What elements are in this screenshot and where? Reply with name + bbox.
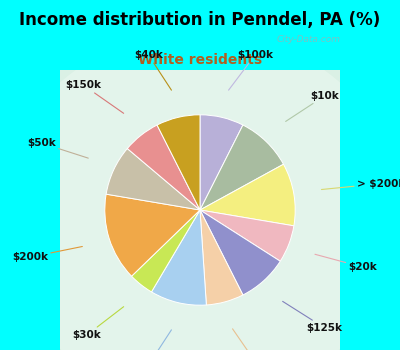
Wedge shape	[106, 148, 200, 210]
Wedge shape	[157, 115, 200, 210]
Text: City-Data.com: City-Data.com	[276, 35, 340, 44]
Wedge shape	[127, 125, 200, 210]
Text: > $200k: > $200k	[322, 178, 400, 189]
Wedge shape	[200, 164, 295, 226]
Text: $75k: $75k	[134, 330, 172, 350]
Text: $60k: $60k	[232, 329, 271, 350]
Wedge shape	[200, 115, 243, 210]
Text: $10k: $10k	[286, 91, 339, 121]
Text: $200k: $200k	[12, 246, 82, 262]
Text: $50k: $50k	[27, 138, 88, 158]
Wedge shape	[132, 210, 200, 292]
Text: White residents: White residents	[138, 52, 262, 66]
Wedge shape	[152, 210, 206, 305]
Text: $30k: $30k	[73, 307, 124, 340]
Wedge shape	[105, 194, 200, 276]
Text: Income distribution in Penndel, PA (%): Income distribution in Penndel, PA (%)	[19, 10, 381, 29]
Ellipse shape	[0, 31, 400, 350]
Text: $20k: $20k	[315, 254, 377, 272]
Wedge shape	[200, 210, 243, 305]
Wedge shape	[200, 210, 294, 261]
FancyBboxPatch shape	[0, 8, 400, 350]
Text: $150k: $150k	[66, 80, 124, 113]
Text: $100k: $100k	[228, 50, 273, 90]
Text: $40k: $40k	[134, 50, 172, 90]
Text: $125k: $125k	[283, 301, 343, 333]
Wedge shape	[200, 125, 284, 210]
Wedge shape	[200, 210, 280, 295]
